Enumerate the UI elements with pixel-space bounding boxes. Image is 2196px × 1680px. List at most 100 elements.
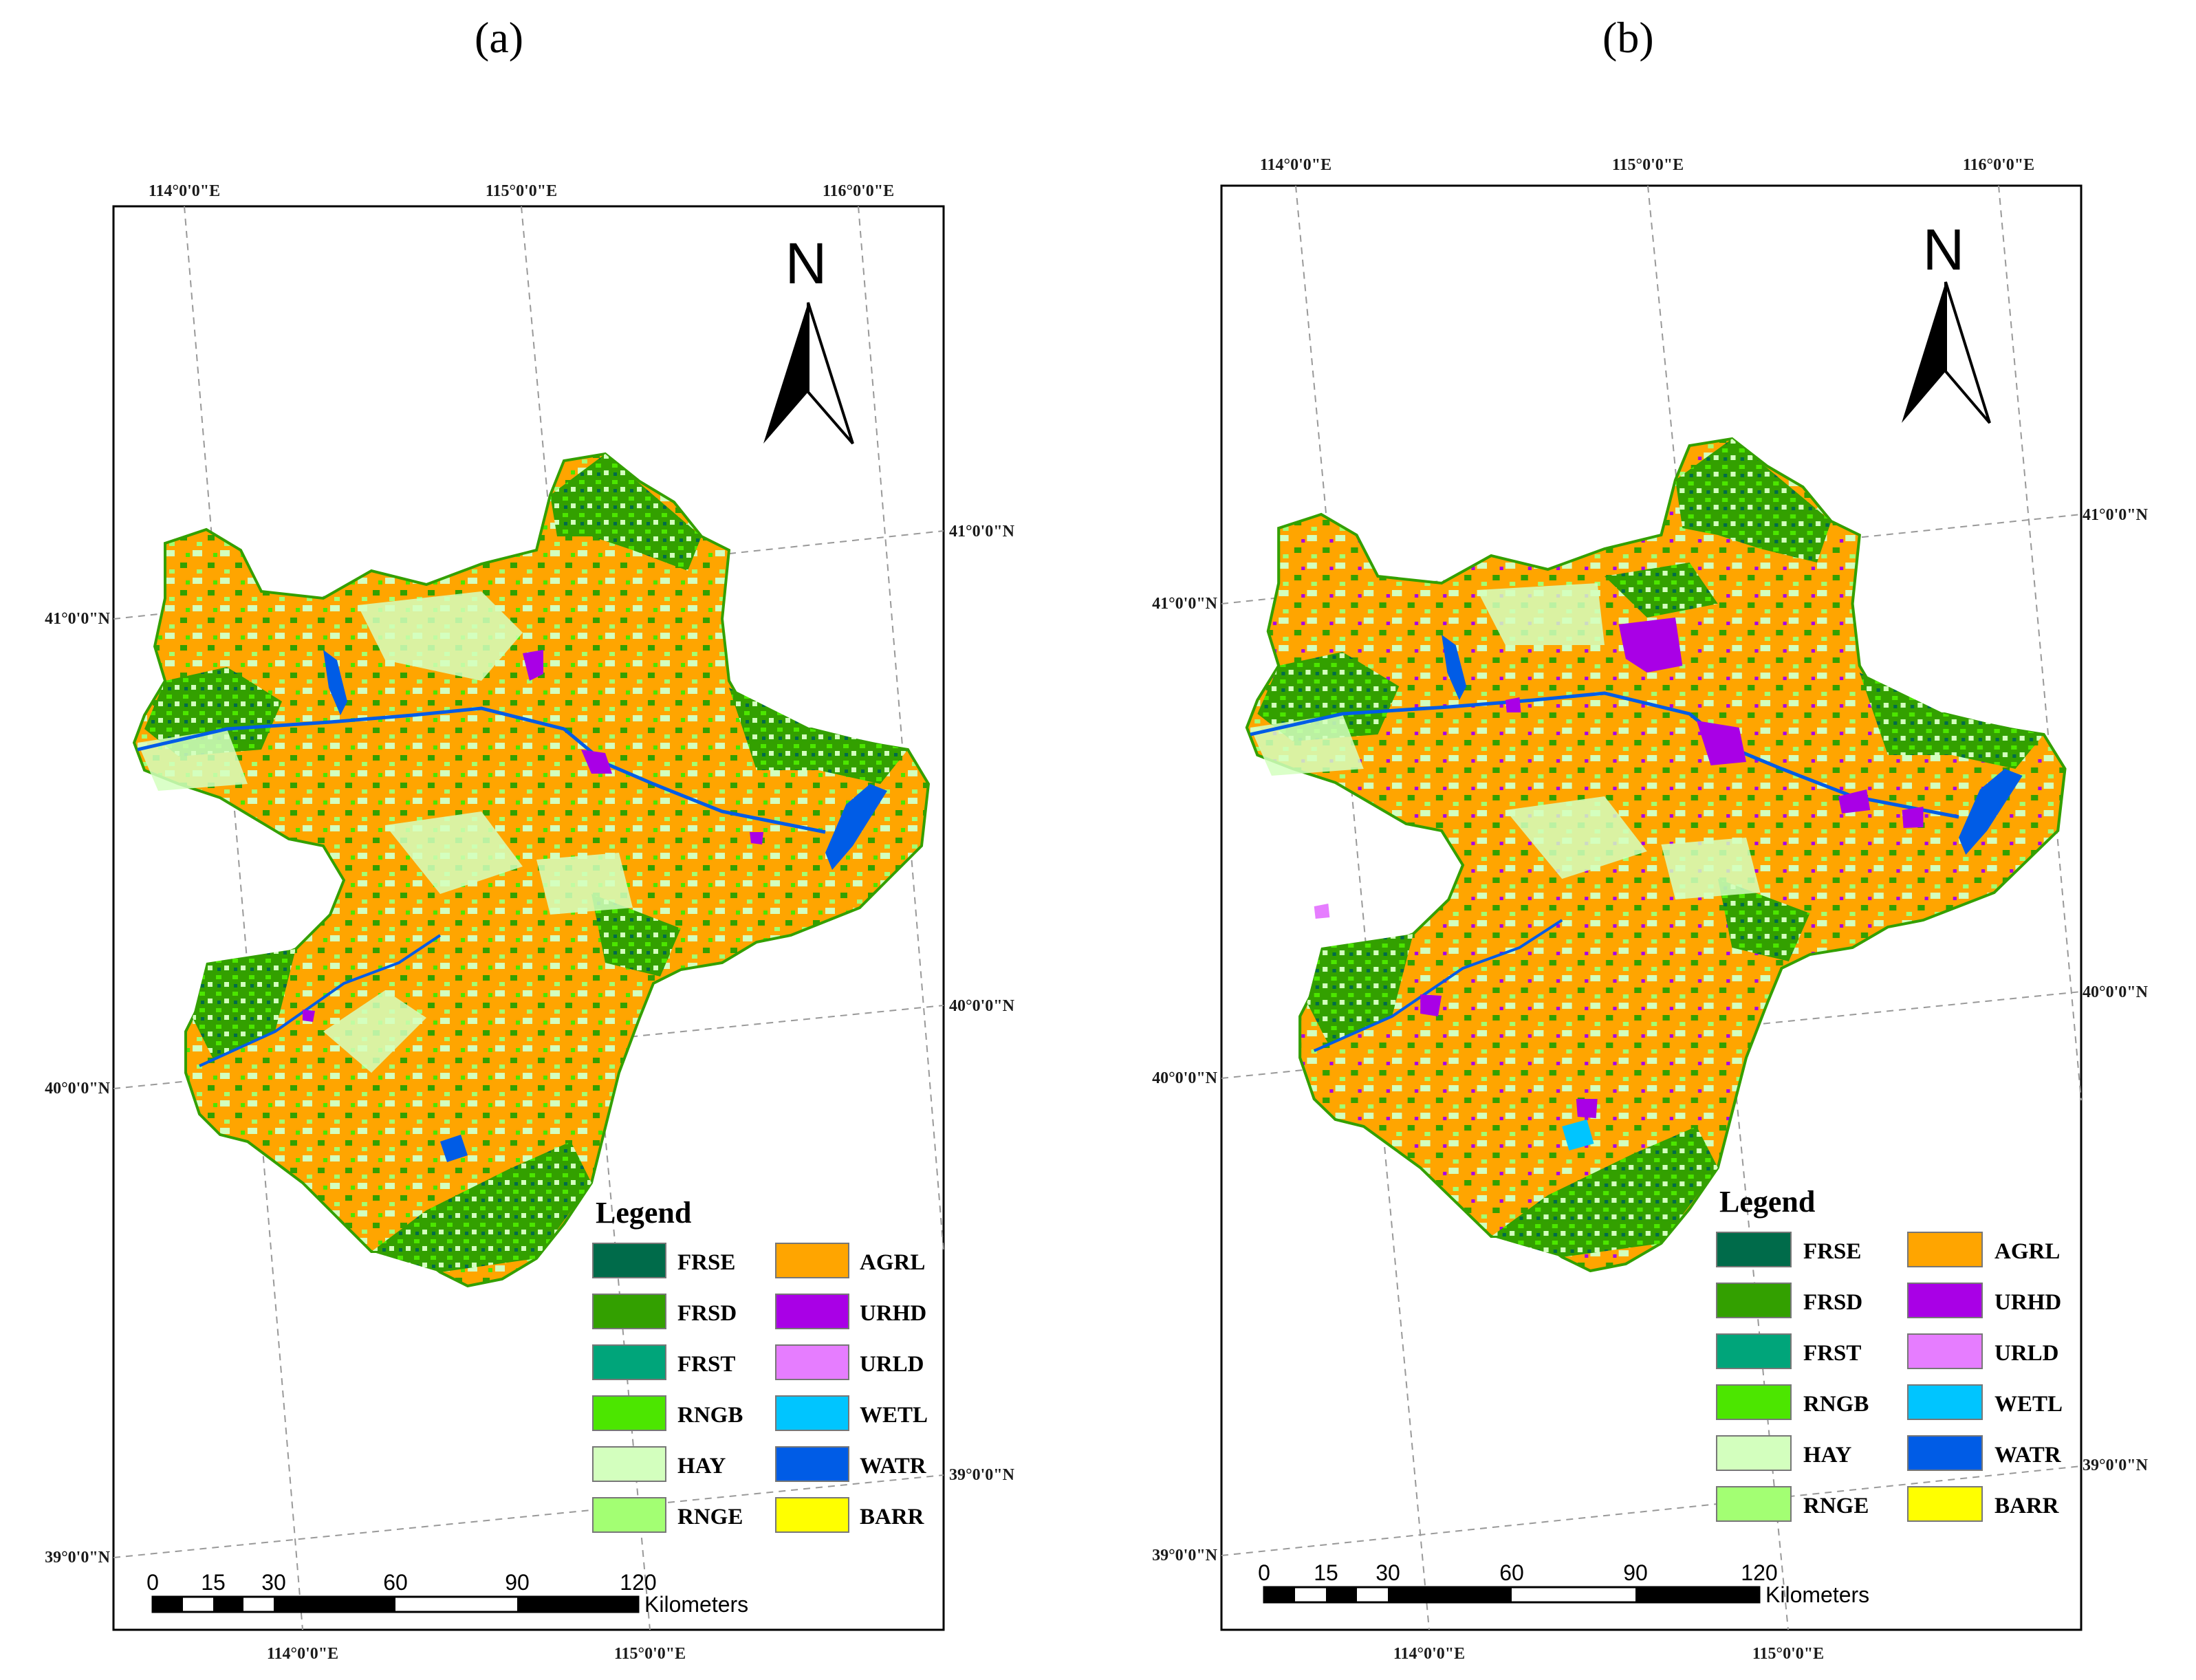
urban-area bbox=[581, 750, 612, 774]
forest-patch bbox=[371, 1142, 591, 1272]
water-body bbox=[1959, 769, 2023, 855]
legend-item-label: AGRL bbox=[860, 1250, 925, 1275]
lat-label-right: 40°0'0"N bbox=[949, 997, 1015, 1015]
urban-area bbox=[1696, 721, 1746, 765]
legend-swatch bbox=[1716, 1283, 1792, 1318]
legend-swatch bbox=[592, 1497, 666, 1533]
urban-area bbox=[1902, 807, 1924, 828]
legend-item-label: RNGE bbox=[677, 1505, 743, 1529]
lat-label-right: 39°0'0"N bbox=[949, 1466, 1015, 1484]
forest-patch bbox=[1491, 1126, 1718, 1257]
lat-label-right: 41°0'0"N bbox=[2083, 506, 2149, 524]
forest-patch bbox=[591, 894, 681, 977]
legend-swatch bbox=[1907, 1435, 1983, 1471]
hay-patch bbox=[385, 811, 523, 894]
scale-tick-label: 120 bbox=[620, 1570, 656, 1595]
legend-swatch bbox=[1716, 1232, 1792, 1267]
legend-swatch bbox=[775, 1446, 849, 1482]
lon-label-top: 115°0'0"E bbox=[486, 182, 557, 200]
scale-tick-label: 0 bbox=[1258, 1560, 1270, 1585]
scale-tick-label: 15 bbox=[1314, 1560, 1338, 1585]
parallel-line bbox=[1221, 991, 2082, 1079]
meridian-line bbox=[1647, 185, 1789, 1630]
forest-patch bbox=[550, 454, 702, 571]
legend-column-right: AGRL URHD URLD WETL WATR BARR bbox=[775, 1243, 928, 1533]
legend-item-label: HAY bbox=[677, 1454, 726, 1479]
legend-swatch bbox=[1907, 1283, 1983, 1318]
north-arrow-left-half bbox=[763, 303, 808, 444]
north-arrow-left-half bbox=[1902, 282, 1946, 423]
river-line bbox=[1250, 691, 1959, 819]
legend-item-label: WETL bbox=[1994, 1392, 2063, 1417]
legend-item-label: WETL bbox=[860, 1403, 928, 1428]
panel-label-b: (b) bbox=[1602, 13, 1654, 62]
urban-area bbox=[750, 832, 763, 844]
forest-patch bbox=[144, 667, 282, 756]
lat-label-left: 40°0'0"N bbox=[1152, 1069, 1218, 1087]
parallel-line bbox=[1221, 1465, 2082, 1556]
forest-patch bbox=[1605, 563, 1718, 618]
forest-patch bbox=[1859, 673, 2044, 769]
legend-swatch bbox=[1716, 1486, 1792, 1522]
legend-swatch bbox=[1716, 1384, 1792, 1420]
legend-item-label: FRST bbox=[1803, 1341, 1861, 1366]
legend-swatch bbox=[592, 1344, 666, 1380]
urban-area bbox=[523, 650, 543, 681]
forest-patch bbox=[1257, 652, 1400, 741]
lat-label-left: 40°0'0"N bbox=[45, 1080, 111, 1098]
hay-patch bbox=[1661, 838, 1761, 899]
scale-tick-label: 15 bbox=[201, 1570, 226, 1595]
scale-tick-label: 30 bbox=[1376, 1560, 1400, 1585]
forest-patch bbox=[193, 949, 296, 1059]
legend-swatch bbox=[1907, 1232, 1983, 1267]
lon-label-top: 114°0'0"E bbox=[1260, 156, 1331, 174]
legend-item-label: RNGB bbox=[1803, 1392, 1869, 1417]
legend-column-right: AGRL URHD URLD WETL WATR BARR bbox=[1907, 1232, 2063, 1522]
lon-label-bottom: 114°0'0"E bbox=[1393, 1645, 1465, 1663]
urban-area bbox=[1838, 789, 1871, 814]
hay-patch bbox=[1477, 583, 1605, 645]
forest-patch bbox=[729, 688, 908, 784]
water-body bbox=[825, 784, 887, 870]
map-legend: Legend FRSE FRSD FRST RNGB HAY RNGE AGRL… bbox=[592, 1196, 928, 1533]
urban-area bbox=[1314, 904, 1330, 919]
lat-label-left: 39°0'0"N bbox=[45, 1549, 111, 1567]
scale-tick-label: 0 bbox=[146, 1570, 159, 1595]
legend-item-label: URHD bbox=[1994, 1290, 2061, 1315]
legend-swatch bbox=[592, 1446, 666, 1482]
urban-area bbox=[1505, 697, 1521, 712]
north-arrow-right-half bbox=[1944, 281, 1991, 424]
scale-tick-label: 90 bbox=[1623, 1560, 1648, 1585]
lon-label-bottom: 114°0'0"E bbox=[267, 1645, 338, 1663]
legend-item-label: WATR bbox=[1994, 1443, 2062, 1468]
north-arrow-letter: N bbox=[1923, 217, 1965, 282]
scale-unit-label: Kilometers bbox=[644, 1592, 748, 1617]
parallel-line bbox=[113, 1474, 944, 1558]
forest-patch bbox=[1717, 879, 1810, 961]
legend-swatch bbox=[1907, 1333, 1983, 1369]
scale-tick-label: 60 bbox=[383, 1570, 408, 1595]
legend-item-label: FRSE bbox=[677, 1250, 735, 1275]
north-arrow: N bbox=[1902, 217, 1991, 424]
hay-patch bbox=[323, 990, 426, 1073]
legend-item-label: FRSE bbox=[1803, 1239, 1861, 1264]
legend-item-label: HAY bbox=[1803, 1443, 1851, 1468]
legend-item-label: AGRL bbox=[1994, 1239, 2060, 1264]
legend-item-label: WATR bbox=[860, 1454, 927, 1479]
legend-item-label: BARR bbox=[1994, 1494, 2060, 1518]
legend-title: Legend bbox=[1719, 1185, 1815, 1219]
river-line bbox=[137, 706, 826, 834]
lat-label-left: 41°0'0"N bbox=[1152, 595, 1218, 613]
parallel-line bbox=[1221, 514, 2082, 604]
meridian-line bbox=[1998, 185, 2082, 1101]
map-panel-b: N 114°0'0"E 115°0'0"E 116°0'0"E 114°0'0"… bbox=[1152, 156, 2149, 1663]
forest-patch bbox=[1307, 934, 1413, 1044]
urban-area bbox=[303, 1010, 315, 1022]
water-body bbox=[1562, 1120, 1594, 1150]
water-body bbox=[323, 650, 347, 715]
lon-label-top: 116°0'0"E bbox=[823, 182, 894, 200]
map-legend: Legend FRSE FRSD FRST RNGB HAY RNGE AGRL… bbox=[1716, 1185, 2063, 1522]
hay-patch bbox=[536, 853, 633, 915]
lat-label-left: 39°0'0"N bbox=[1152, 1547, 1218, 1564]
hay-patch bbox=[358, 591, 523, 681]
